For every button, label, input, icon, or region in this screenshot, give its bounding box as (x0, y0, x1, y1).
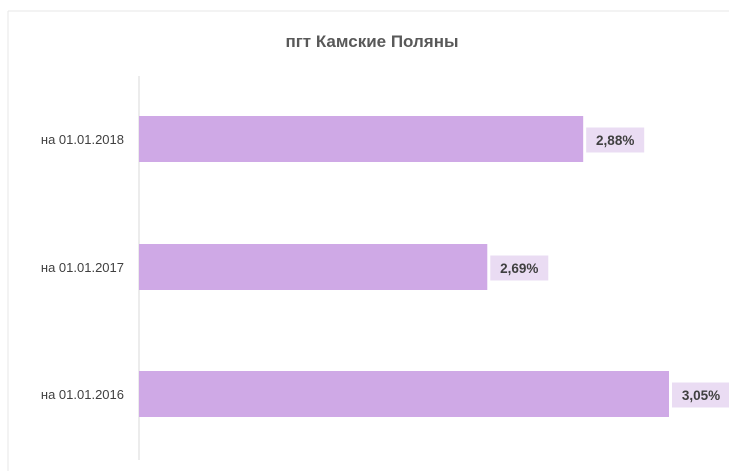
data-label-background (586, 127, 645, 153)
data-label: 3,05% (682, 388, 720, 403)
bars-layer: на 01.01.2018 2,88% на 01.01.2017 2,69% на 0… (41, 116, 729, 417)
data-label: 2,69% (500, 261, 538, 276)
data-label-background (490, 255, 549, 281)
bar (139, 244, 488, 290)
bar (139, 116, 584, 162)
chart-title: пгт Камские Поляны (285, 32, 458, 51)
category-label: на 01.01.2017 (41, 260, 124, 275)
bar (139, 371, 669, 417)
category-label: на 01.01.2018 (41, 132, 124, 147)
data-label-background (672, 382, 729, 408)
category-label: на 01.01.2016 (41, 387, 124, 402)
data-label: 2,88% (596, 133, 634, 148)
